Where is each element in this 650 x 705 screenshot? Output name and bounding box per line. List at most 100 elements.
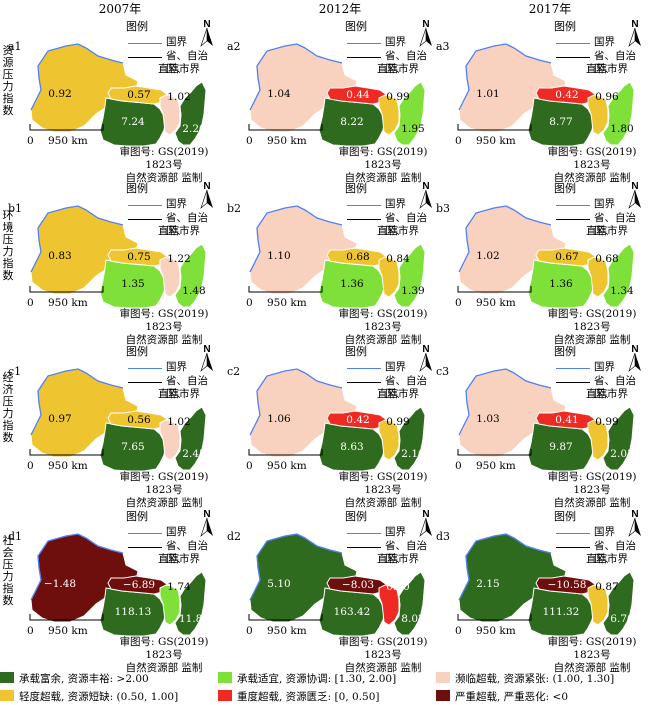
map-credit: 审图号: GS(2019) 1823号 自然资源部 监制	[338, 471, 428, 509]
legend-item-severe: 严重超载, 严重恶化: <0	[436, 689, 568, 704]
legend-swatch-rich	[0, 672, 14, 683]
panel-label: c3	[436, 365, 450, 378]
legend-province-label-2: 直辖市界	[586, 63, 628, 75]
legend-title: 图例	[345, 20, 367, 33]
svg-text:N: N	[631, 509, 638, 520]
region-nx	[159, 94, 181, 136]
legend-country-line	[347, 43, 381, 44]
country-border	[30, 533, 124, 601]
value-label-sx: 1.48	[182, 285, 206, 297]
svg-text:N: N	[203, 344, 210, 355]
value-label-qh: 0.75	[127, 251, 151, 263]
legend-country-label: 国界	[385, 198, 406, 210]
legend-province-label: 省、自治区、	[594, 50, 636, 75]
legend-label-severe: 严重超载, 严重恶化: <0	[455, 691, 569, 703]
map-credit: 审图号: GS(2019) 1823号 自然资源部 监制	[119, 471, 209, 509]
map-panel-a2: a2 图例 国界 省、自治区、 直辖市界 N 1.04 0.44 8.22 0.99 1.95 0 95…	[227, 18, 442, 185]
legend-province-line	[556, 382, 590, 383]
legend-country-label: 国界	[166, 36, 187, 48]
scale-bar	[248, 614, 323, 621]
legend-label-near: 濒临超载, 资源紧张: (1.00, 1.30]	[455, 673, 615, 685]
region-qh	[326, 575, 388, 595]
legend-country-label: 国界	[166, 361, 187, 373]
region-qh	[535, 575, 597, 595]
legend-item-suitable: 承载适宜, 资源协调: [1.30, 2.00]	[218, 671, 396, 686]
legend-country-label: 国界	[385, 361, 406, 373]
legend-province-label: 省、自治区、	[594, 540, 636, 565]
panel-label: b3	[436, 202, 451, 215]
legend-country-line	[128, 533, 162, 534]
svg-text:N: N	[203, 181, 210, 192]
legend-province-line	[347, 57, 381, 58]
country-border	[249, 533, 343, 601]
legend-province-line	[347, 219, 381, 220]
panel-label: b2	[227, 202, 242, 215]
legend-province-label-2: 直辖市界	[377, 63, 419, 75]
value-label-nx: 0.99	[386, 416, 410, 428]
legend-country-line	[556, 205, 590, 206]
value-label-gs: 1.36	[340, 278, 364, 290]
legend-country-line	[128, 43, 162, 44]
legend-item-near: 濒临超载, 资源紧张: (1.00, 1.30]	[436, 671, 614, 686]
value-label-gs: 118.13	[114, 606, 152, 618]
scale-bar	[457, 449, 532, 456]
region-nx	[159, 419, 181, 461]
legend-title: 图例	[126, 510, 148, 523]
region-qh	[326, 247, 388, 267]
region-qh	[107, 575, 169, 595]
map-svg	[29, 205, 207, 309]
scale-bar	[29, 286, 104, 293]
legend-province-label: 省、自治区、	[594, 375, 636, 400]
legend-item-light: 轻度超载, 资源短缺: (0.50, 1.00]	[0, 689, 178, 704]
panel-label: b1	[8, 202, 23, 215]
map-credit: 审图号: GS(2019) 1823号 自然资源部 监制	[119, 146, 209, 184]
value-label-qh: 0.42	[555, 89, 579, 101]
map-panel-c1: c1 图例 国界 省、自治区、 直辖市界 N 0.97 0.56 7.65 1.02 2.45 0 95…	[8, 343, 223, 510]
legend-province-label: 省、自治区、	[166, 375, 208, 400]
value-label-sx: 1.95	[401, 123, 425, 135]
legend-country-label: 国界	[594, 198, 615, 210]
value-label-qh: 0.57	[127, 89, 151, 101]
country-border	[30, 368, 124, 436]
legend-country-label: 国界	[594, 36, 615, 48]
value-label-nx: 0.84	[386, 253, 410, 265]
legend-label-rich: 承载富余, 资源丰裕: >2.00	[19, 673, 149, 685]
svg-text:N: N	[422, 19, 429, 30]
map-svg	[248, 205, 426, 309]
region-qh	[326, 85, 388, 105]
map-panel-c2: c2 图例 国界 省、自治区、 直辖市界 N 1.06 0.42 8.63 0.99 2.16 0 95…	[227, 343, 442, 510]
value-label-nx: 1.74	[167, 581, 191, 593]
legend-item-heavy: 重度超载, 资源匮乏: [0, 0.50]	[218, 689, 379, 704]
legend-province-label-2: 直辖市界	[158, 553, 200, 565]
svg-text:N: N	[422, 509, 429, 520]
svg-text:N: N	[422, 344, 429, 355]
value-label-xj: 1.01	[476, 88, 500, 100]
value-label-gs: 1.35	[121, 278, 145, 290]
value-label-qh: 0.67	[555, 251, 579, 263]
map-panel-d3: d3 图例 国界 省、自治区、 直辖市界 N 2.15 −10.58 111.32 0.87 6.7…	[436, 508, 650, 675]
map-svg	[248, 368, 426, 472]
legend-item-rich: 承载富余, 资源丰裕: >2.00	[0, 671, 149, 686]
svg-text:N: N	[203, 19, 210, 30]
legend-country-line	[347, 368, 381, 369]
legend-label-suitable: 承载适宜, 资源协调: [1.30, 2.00]	[237, 673, 397, 685]
value-label-sx: 2.45	[182, 448, 206, 460]
column-title-2017: 2017年	[528, 2, 572, 16]
map-svg	[29, 43, 207, 147]
svg-text:N: N	[631, 344, 638, 355]
region-nx	[587, 94, 609, 136]
legend-province-label: 省、自治区、	[385, 212, 427, 237]
value-label-nx: 0.68	[595, 253, 619, 265]
map-credit: 审图号: GS(2019) 1823号 自然资源部 监制	[547, 308, 637, 346]
legend-province-line	[347, 547, 381, 548]
region-sx	[174, 243, 207, 308]
map-panel-d2: d2 图例 国界 省、自治区、 直辖市界 N 5.10 −8.03 163.42 0.50 8.02…	[227, 508, 442, 675]
map-panel-b2: b2 图例 国界 省、自治区、 直辖市界 N 1.10 0.68 1.36 0.84 1.39 0 95…	[227, 180, 442, 347]
row-title-environment: 环境压力指数	[2, 209, 14, 282]
region-qh	[535, 247, 597, 267]
panel-label: c2	[227, 365, 241, 378]
legend-country-line	[347, 205, 381, 206]
legend-swatch-near	[436, 672, 450, 683]
legend-country-line	[556, 368, 590, 369]
